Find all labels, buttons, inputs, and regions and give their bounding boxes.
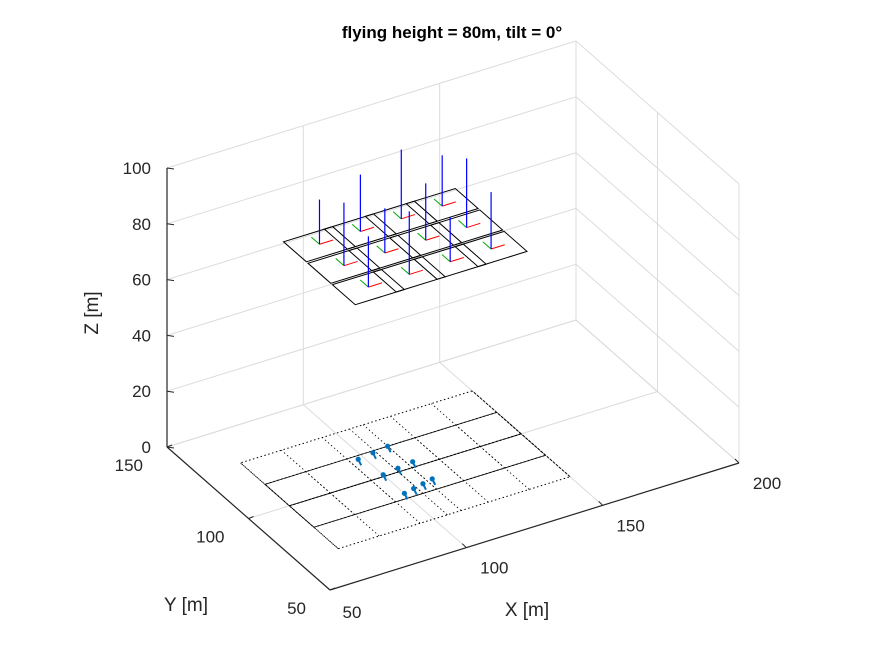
camera-station	[454, 192, 529, 268]
x-tick-label: 50	[343, 603, 362, 622]
ground-point-tick	[412, 488, 418, 495]
y-tick-mark	[329, 587, 336, 591]
x-axis-line	[329, 462, 740, 591]
footprint-outline	[239, 390, 523, 507]
footprint-layer	[239, 390, 572, 550]
camera-x-axis	[368, 282, 383, 288]
camera-y-axis	[351, 223, 361, 232]
camera-y-axis	[376, 245, 386, 254]
camera-station	[429, 158, 504, 246]
camera-station	[405, 155, 480, 225]
ground-point-tick	[411, 461, 417, 469]
z-tick-mark	[166, 279, 175, 282]
x-tick-label: 100	[480, 559, 508, 578]
camera-y-axis	[335, 258, 345, 267]
grid-line-right-z	[575, 152, 740, 296]
grid-line-right-z	[575, 208, 740, 352]
grid-line-back-z	[166, 263, 577, 392]
chart-title: flying height = 80m, tilt = 0°	[342, 23, 562, 42]
camera-station	[364, 149, 439, 237]
ground-point-tick	[422, 483, 427, 491]
camera-y-axis	[359, 279, 369, 288]
grid-layer	[166, 40, 740, 591]
camera-x-axis	[343, 260, 358, 267]
camera-x-axis	[319, 239, 334, 245]
x-tick-label: 150	[616, 516, 644, 535]
grid-line-right-z	[575, 263, 740, 408]
camera-y-axis	[482, 241, 492, 250]
camera-y-axis	[458, 220, 467, 228]
label-layer: X [m] Y [m] Z [m]	[82, 291, 549, 621]
y-tick-mark	[248, 516, 254, 519]
z-tick-mark	[166, 446, 175, 449]
camera-station	[282, 199, 357, 263]
z-tick-label: 60	[132, 271, 151, 290]
z-tick-label: 40	[132, 326, 151, 345]
grid-line-floor-y	[166, 319, 577, 448]
camera-y-axis	[433, 198, 443, 207]
x-tick-mark	[598, 500, 604, 506]
y-tick-label: 150	[115, 456, 143, 475]
camera-y-axis	[417, 232, 427, 241]
camera-x-axis	[401, 214, 416, 220]
ground-point-tick	[357, 458, 363, 466]
footprint-divider	[520, 433, 571, 478]
camera-x-axis	[450, 257, 464, 263]
camera-y-axis	[311, 236, 320, 245]
camera-stations-layer	[282, 149, 529, 306]
camera-frame	[454, 230, 529, 268]
grid-line-right-z	[575, 40, 740, 185]
z-tick-mark	[166, 390, 175, 393]
camera-frame	[405, 187, 480, 225]
camera-x-axis	[490, 244, 505, 250]
x-tick-mark	[461, 543, 467, 549]
ground-point-tick	[431, 478, 437, 486]
camera-frame	[429, 209, 504, 246]
camera-x-axis	[384, 248, 399, 254]
z-tick-label: 20	[132, 382, 151, 401]
grid-line-right-z	[575, 96, 740, 241]
z-tick-label: 0	[142, 438, 151, 457]
camera-y-axis	[400, 266, 410, 275]
x-tick-mark	[734, 458, 740, 464]
z-tick-mark	[166, 167, 175, 170]
ground-points-layer	[355, 443, 437, 500]
ground-point-tick	[382, 474, 388, 482]
grid-line-back-z	[166, 152, 577, 281]
camera-x-axis	[425, 235, 440, 241]
ground-point-tick	[372, 452, 377, 460]
grid-line-back-z	[166, 96, 577, 225]
camera-x-axis	[466, 222, 481, 229]
y-axis-label: Y [m]	[164, 595, 208, 616]
z-tick-mark	[166, 334, 175, 337]
z-axis-label: Z [m]	[82, 291, 103, 334]
ground-point-tick	[397, 467, 402, 475]
camera-station	[413, 217, 488, 280]
grid-line-back-z	[166, 207, 577, 336]
camera-x-axis	[360, 226, 375, 232]
z-tick-label: 100	[123, 159, 151, 178]
ground-point-tick	[403, 492, 409, 500]
camera-station	[331, 236, 406, 306]
z-tick-mark	[166, 223, 175, 226]
camera-y-axis	[392, 211, 402, 220]
ground-point-tick	[386, 445, 392, 453]
camera-x-axis	[409, 269, 424, 275]
x-axis-label: X [m]	[505, 600, 549, 621]
x-tick-label: 200	[753, 474, 781, 493]
camera-y-axis	[441, 254, 451, 263]
y-tick-label: 50	[287, 599, 306, 618]
grid-line-back-z	[166, 40, 577, 169]
z-tick-label: 80	[132, 215, 151, 234]
y-tick-label: 100	[196, 528, 224, 547]
camera-x-axis	[442, 201, 456, 207]
footprint-centerline	[264, 412, 497, 485]
